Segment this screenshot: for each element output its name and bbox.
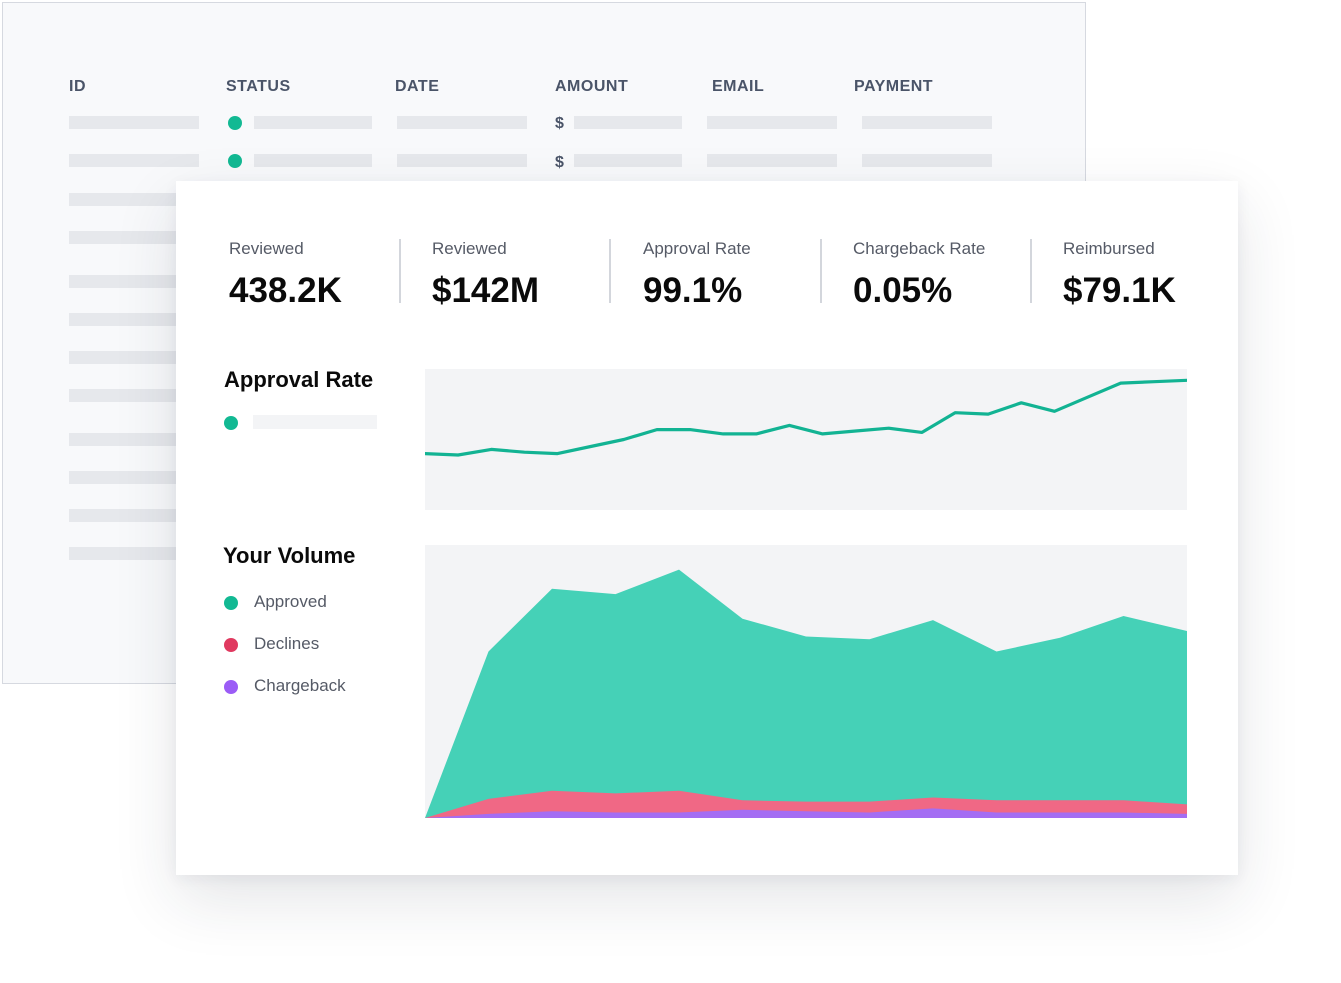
column-header-date[interactable]: DATE: [395, 78, 440, 95]
table-row[interactable]: [69, 231, 199, 244]
column-header-amount[interactable]: AMOUNT: [555, 78, 629, 95]
table-row[interactable]: [69, 433, 199, 446]
volume-title: Your Volume: [223, 543, 356, 568]
stat-approval-rate: Approval Rate 99.1%: [643, 239, 751, 311]
column-header-status[interactable]: STATUS: [226, 78, 291, 95]
dashboard-card: Reviewed 438.2K Reviewed $142M Approval …: [176, 181, 1238, 875]
stat-label: Reimbursed: [1063, 239, 1155, 258]
stat-reimbursed: Reimbursed $79.1K: [1063, 239, 1176, 311]
amount-placeholder: [574, 154, 682, 167]
legend-dot: [224, 680, 238, 694]
table-row[interactable]: [69, 193, 199, 206]
status-dot: [228, 116, 242, 130]
stat-value: $79.1K: [1063, 271, 1176, 310]
legend-dot: [224, 596, 238, 610]
chargeback-series-area: [425, 808, 1187, 818]
stat-value: $142M: [432, 271, 540, 310]
column-header-id[interactable]: ID: [69, 78, 86, 95]
stat-value: 99.1%: [643, 271, 743, 310]
volume-chart[interactable]: [425, 545, 1187, 818]
approval-rate-series-line: [425, 378, 1187, 457]
stat-label: Approval Rate: [643, 239, 751, 258]
stat-label: Reviewed: [432, 239, 507, 258]
table-row[interactable]: [69, 313, 199, 326]
stat-divider: [820, 239, 822, 303]
legend-label: Approved: [254, 592, 327, 611]
approval-legend-item[interactable]: [224, 413, 384, 433]
stat-divider: [609, 239, 611, 303]
approved-series-area: [425, 569, 1187, 818]
stat-reviewed-count: Reviewed 438.2K: [229, 239, 342, 311]
stat-value: 438.2K: [229, 271, 342, 310]
stat-label: Chargeback Rate: [853, 239, 986, 258]
payment-placeholder: [862, 116, 992, 129]
email-placeholder: [707, 116, 837, 129]
legend-label: Declines: [254, 634, 320, 653]
legend-label: Chargeback: [254, 676, 346, 695]
amount-placeholder: [574, 116, 682, 129]
legend-dot: [224, 638, 238, 652]
stat-reviewed-amount: Reviewed $142M: [432, 239, 539, 311]
table-row[interactable]: [69, 471, 199, 484]
stat-chargeback-rate: Chargeback Rate 0.05%: [853, 239, 985, 311]
payment-placeholder: [862, 154, 992, 167]
approval-rate-title: Approval Rate: [224, 367, 374, 392]
date-placeholder: [397, 116, 527, 129]
table-row[interactable]: [69, 389, 199, 402]
stat-divider: [1030, 239, 1032, 303]
status-placeholder: [254, 154, 372, 167]
date-placeholder: [397, 154, 527, 167]
table-row[interactable]: [69, 509, 199, 522]
table-row[interactable]: [69, 275, 199, 288]
column-header-email[interactable]: EMAIL: [712, 78, 765, 95]
legend-dot: [224, 416, 238, 430]
column-header-payment[interactable]: PAYMENT: [854, 78, 934, 95]
id-placeholder: [69, 154, 199, 167]
chart-background: [425, 369, 1187, 510]
status-dot: [228, 154, 242, 168]
declines-series-area: [425, 790, 1187, 818]
currency-symbol: $: [555, 154, 564, 171]
approval-rate-chart[interactable]: [425, 369, 1187, 510]
table-row[interactable]: [69, 547, 199, 560]
stat-label: Reviewed: [229, 239, 304, 258]
stat-divider: [399, 239, 401, 303]
stat-value: 0.05%: [853, 271, 953, 310]
email-placeholder: [707, 154, 837, 167]
legend-label-placeholder: [253, 415, 377, 429]
table-row[interactable]: [69, 351, 199, 364]
currency-symbol: $: [555, 115, 564, 132]
status-placeholder: [254, 116, 372, 129]
id-placeholder: [69, 116, 199, 129]
